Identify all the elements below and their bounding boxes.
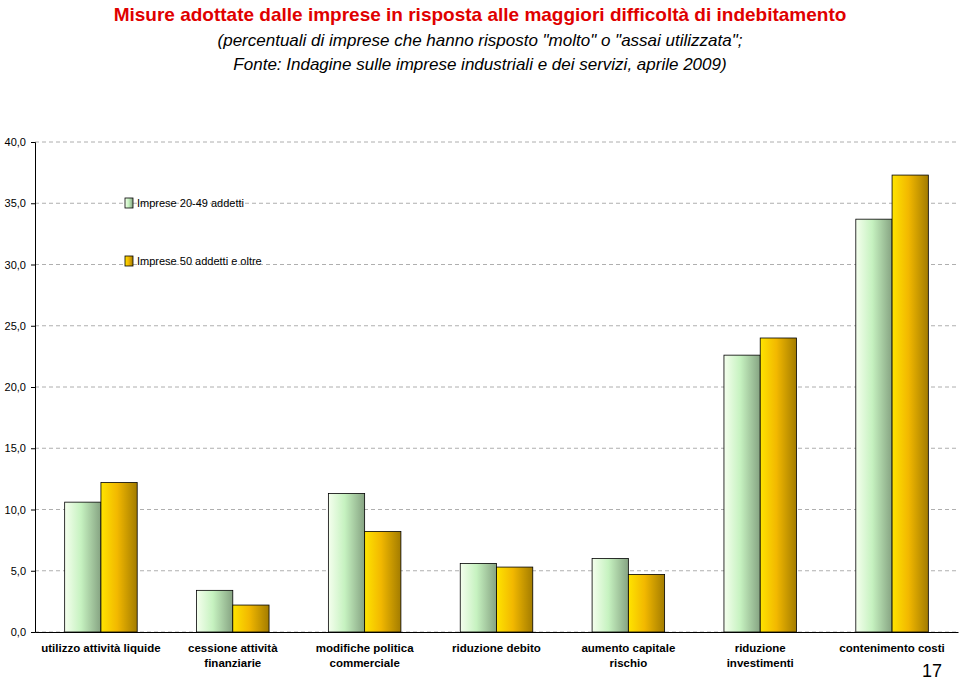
bar — [328, 494, 364, 632]
grid-line — [35, 509, 958, 510]
bar — [628, 574, 664, 632]
x-tick-label-line: contenimento costi — [839, 642, 944, 654]
y-tick-mark — [31, 265, 35, 266]
y-tick: 40,0 — [5, 136, 35, 148]
y-tick: 25,0 — [5, 320, 35, 332]
x-tick-label: riduzione debito — [452, 642, 541, 654]
y-tick: 20,0 — [5, 381, 35, 393]
y-tick-label: 15,0 — [5, 442, 26, 454]
y-axis: 0,0 5,0 10,0 15,0 20,0 25,0 30,0 35,0 40,0 — [5, 136, 36, 638]
x-tick-label: utilizzo attività liquide — [41, 642, 160, 654]
grid — [35, 142, 958, 632]
x-tick-label-line: rischio — [609, 657, 647, 669]
grid-line — [35, 387, 958, 388]
x-tick-label: contenimento costi — [839, 642, 944, 654]
x-tick-label: cessione attività finanziarie — [188, 642, 278, 669]
legend-swatch — [125, 256, 133, 266]
y-tick-label: 35,0 — [5, 197, 26, 209]
y-tick: 0,0 — [11, 626, 35, 638]
x-tick: riduzione investimenti — [727, 632, 794, 669]
chart: Misure adottate dalle imprese in rispost… — [0, 0, 960, 685]
y-tick-label: 10,0 — [5, 504, 26, 516]
legend-item: Imprese 20-49 addetti — [125, 197, 244, 209]
y-tick-mark — [31, 510, 35, 511]
bar — [760, 338, 796, 632]
y-tick-mark — [31, 571, 35, 572]
y-tick-label: 40,0 — [5, 136, 26, 148]
x-tick: utilizzo attività liquide — [41, 632, 160, 654]
bars — [65, 175, 929, 632]
x-tick-label: riduzione investimenti — [727, 642, 794, 669]
bar — [592, 559, 628, 633]
bar — [65, 502, 101, 632]
bar — [460, 563, 496, 632]
y-tick-mark — [31, 203, 35, 204]
bar — [724, 355, 760, 632]
y-tick-label: 25,0 — [5, 320, 26, 332]
y-tick-label: 30,0 — [5, 259, 26, 271]
x-tick: aumento capitale rischio — [581, 632, 675, 669]
x-tick: riduzione debito — [452, 632, 541, 654]
x-tick-label-line: utilizzo attività liquide — [41, 642, 160, 654]
legend: Imprese 20-49 addetti Imprese 50 addetti … — [125, 197, 262, 267]
bar — [233, 605, 269, 632]
y-tick-mark — [31, 142, 35, 143]
y-tick-mark — [31, 448, 35, 449]
x-tick-label-line: riduzione debito — [452, 642, 541, 654]
bar — [365, 532, 401, 632]
x-tick-label-line: finanziarie — [204, 657, 261, 669]
x-tick-label-line: modifiche politica — [316, 642, 414, 654]
x-axis: utilizzo attività liquide cessione attivi… — [36, 632, 959, 669]
x-tick-label-line: commerciale — [329, 657, 399, 669]
bar — [101, 483, 137, 632]
subtitle: Fonte: Indagine sulle imprese industrial… — [233, 55, 726, 74]
x-tick-label: aumento capitale rischio — [581, 642, 675, 669]
bar — [497, 567, 533, 632]
grid-line — [35, 448, 958, 449]
bar — [856, 219, 892, 632]
title: Misure adottate dalle imprese in rispost… — [114, 4, 847, 25]
y-tick-mark — [31, 632, 35, 633]
bar — [892, 175, 928, 632]
x-tick-label-line: aumento capitale — [581, 642, 675, 654]
y-tick-mark — [31, 326, 35, 327]
legend-label: Imprese 50 addetti e oltre — [137, 255, 262, 267]
y-tick: 30,0 — [5, 259, 35, 271]
x-tick-label: modifiche politica commerciale — [316, 642, 414, 669]
y-tick-label: 20,0 — [5, 381, 26, 393]
bar — [197, 590, 233, 632]
y-tick-mark — [31, 387, 35, 388]
x-tick-label-line: riduzione — [735, 642, 786, 654]
legend-swatch — [125, 198, 133, 208]
legend-label: Imprese 20-49 addetti — [137, 197, 244, 209]
subtitle: (percentuali di imprese che hanno rispos… — [218, 31, 743, 50]
y-tick: 35,0 — [5, 197, 35, 209]
grid-line — [35, 325, 958, 326]
y-tick: 5,0 — [11, 565, 35, 577]
page-number: 17 — [922, 661, 942, 681]
y-axis-line — [31, 143, 36, 633]
x-tick: cessione attività finanziarie — [188, 632, 278, 669]
x-tick: modifiche politica commerciale — [316, 632, 414, 669]
y-tick-label: 5,0 — [11, 565, 26, 577]
x-tick-label-line: investimenti — [727, 657, 794, 669]
x-tick-label-line: cessione attività — [188, 642, 278, 654]
y-tick: 15,0 — [5, 442, 35, 454]
x-axis-line — [36, 632, 959, 633]
grid-line — [35, 142, 958, 143]
legend-item: Imprese 50 addetti e oltre — [125, 255, 262, 267]
x-tick: contenimento costi — [839, 632, 944, 654]
y-tick-label: 0,0 — [11, 626, 26, 638]
y-tick: 10,0 — [5, 504, 35, 516]
